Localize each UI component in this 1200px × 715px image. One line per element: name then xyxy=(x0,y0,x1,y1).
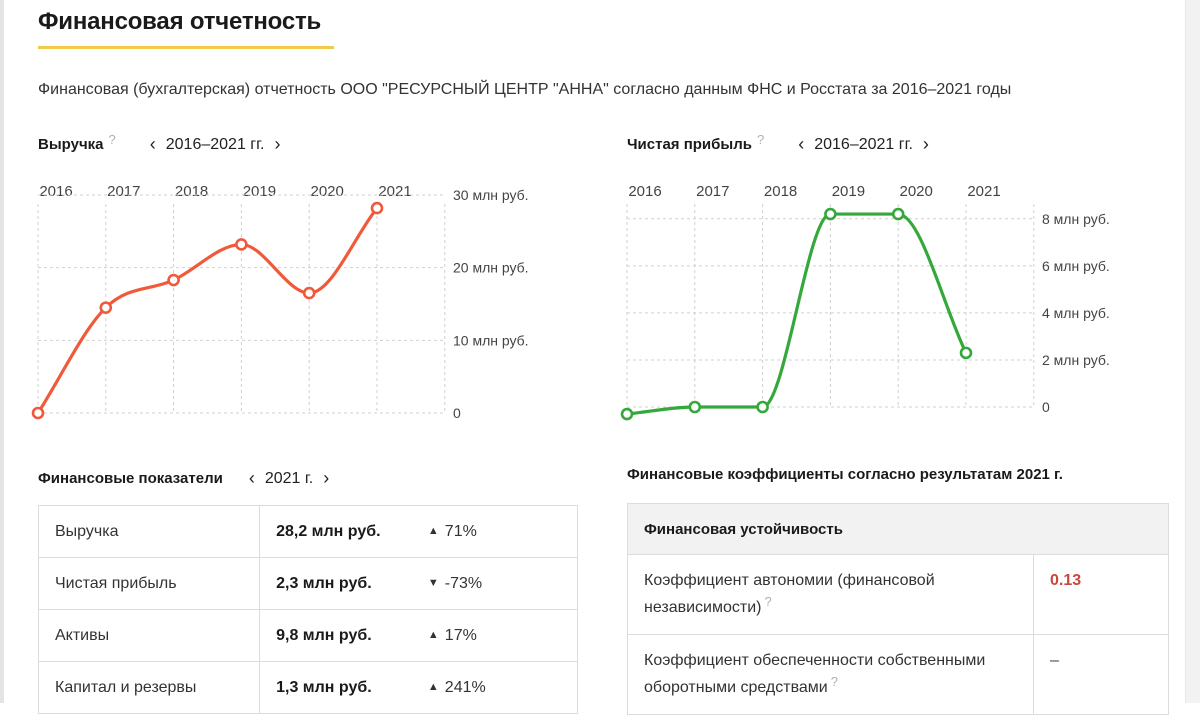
revenue-chart-header: Выручка ? ‹ 2016–2021 гг. › xyxy=(38,132,291,155)
indicators-period-label: 2021 г. xyxy=(264,469,314,487)
revenue-period-label: 2016–2021 гг. xyxy=(165,135,265,153)
indicator-value: 2,3 млн руб. xyxy=(259,557,412,610)
triangle-up-icon: ▲ xyxy=(427,524,439,537)
indicator-row: Чистая прибыль 2,3 млн руб. ▼ -73% xyxy=(37,557,578,610)
indicator-change: ▲ 17% xyxy=(411,609,578,662)
revenue-x-tick-label: 2017 xyxy=(107,183,140,200)
indicators-title: Финансовые показатели xyxy=(38,470,223,487)
indicators-period-switcher: ‹ 2021 г. › xyxy=(249,468,339,489)
revenue-data-point[interactable] xyxy=(31,406,45,420)
profit-chart-title: Чистая прибыль xyxy=(627,136,752,153)
revenue-y-tick-label: 20 млн руб. xyxy=(453,260,529,276)
indicator-value: 1,3 млн руб. xyxy=(259,661,412,714)
indicator-change-value: 17% xyxy=(444,626,477,644)
indicator-row: Выручка 28,2 млн руб. ▲ 71% xyxy=(37,505,578,558)
chevron-left-icon[interactable]: ‹ xyxy=(149,134,156,154)
indicator-name: Выручка xyxy=(37,505,261,558)
coefficient-name: Коэффициент обеспеченности собственными … xyxy=(628,635,1034,714)
coefficient-name: Коэффициент автономии (финансовой незави… xyxy=(628,555,1034,634)
help-icon[interactable]: ? xyxy=(764,594,772,609)
indicators-header: Финансовые показатели ‹ 2021 г. › xyxy=(38,468,339,489)
coefficient-row: Коэффициент обеспеченности собственными … xyxy=(628,635,1168,714)
revenue-data-point[interactable] xyxy=(235,238,248,251)
indicator-change-value: 241% xyxy=(444,678,486,696)
revenue-data-point[interactable] xyxy=(302,286,316,300)
coefficient-value: 0.13 xyxy=(1050,572,1082,589)
indicator-name: Активы xyxy=(37,609,261,662)
coefficients-title: Финансовые коэффициенты согласно результ… xyxy=(627,466,1063,483)
scrollbar-track[interactable] xyxy=(1185,0,1200,703)
help-icon[interactable]: ? xyxy=(756,132,765,147)
revenue-x-tick-label: 2018 xyxy=(175,183,208,200)
indicator-value: 28,2 млн руб. xyxy=(259,505,412,558)
profit-period-switcher: ‹ 2016–2021 гг. › xyxy=(798,134,939,155)
left-frame-border xyxy=(0,0,4,703)
coefficient-name-text: Коэффициент обеспеченности собственными … xyxy=(644,652,986,696)
revenue-period-switcher: ‹ 2016–2021 гг. › xyxy=(150,134,291,155)
indicator-row: Капитал и резервы 1,3 млн руб. ▲ 241% xyxy=(37,661,578,714)
revenue-y-tick-label: 30 млн руб. xyxy=(453,187,529,203)
indicator-value: 9,8 млн руб. xyxy=(259,609,412,662)
indicators-table: Выручка 28,2 млн руб. ▲ 71% Чистая прибыль 2,… xyxy=(37,505,578,714)
indicator-name: Чистая прибыль xyxy=(37,557,261,610)
revenue-data-point[interactable] xyxy=(99,301,113,314)
triangle-down-icon: ▼ xyxy=(427,576,439,589)
triangle-up-icon: ▲ xyxy=(427,680,439,693)
revenue-x-tick-label: 2019 xyxy=(243,183,276,200)
revenue-x-tick-label: 2016 xyxy=(39,183,72,200)
revenue-data-point[interactable] xyxy=(167,273,180,287)
revenue-data-point[interactable] xyxy=(370,201,384,215)
revenue-chart-title: Выручка xyxy=(38,136,104,153)
help-icon[interactable]: ? xyxy=(830,674,838,689)
indicator-change-value: 71% xyxy=(444,522,477,540)
revenue-y-tick-label: 10 млн руб. xyxy=(453,332,529,348)
revenue-series-line xyxy=(36,206,379,415)
profit-period-label: 2016–2021 гг. xyxy=(814,135,913,153)
chevron-left-icon[interactable]: ‹ xyxy=(798,134,805,154)
page-title: Финансовая отчетность xyxy=(38,8,322,35)
chevron-right-icon[interactable]: › xyxy=(274,134,281,154)
revenue-y-tick-label: 0 xyxy=(453,405,461,421)
indicator-change: ▲ 241% xyxy=(411,661,578,714)
chevron-right-icon[interactable]: › xyxy=(922,134,929,154)
title-underline xyxy=(38,46,334,49)
triangle-up-icon: ▲ xyxy=(427,628,439,641)
revenue-x-tick-label: 2021 xyxy=(378,183,411,200)
indicator-row: Активы 9,8 млн руб. ▲ 17% xyxy=(37,609,578,662)
coefficients-table: Финансовая устойчивость Коэффициент авто… xyxy=(627,503,1169,715)
coefficient-value: – xyxy=(1050,652,1059,669)
page-subtitle: Финансовая (бухгалтерская) отчетность ОО… xyxy=(38,81,1012,98)
coefficients-section-header: Финансовая устойчивость xyxy=(628,504,1168,555)
chevron-left-icon[interactable]: ‹ xyxy=(248,468,255,488)
revenue-x-tick-label: 2020 xyxy=(311,183,344,200)
help-icon[interactable]: ? xyxy=(108,132,116,147)
indicator-name: Капитал и резервы xyxy=(37,661,261,714)
indicator-change-value: -73% xyxy=(444,574,483,592)
coefficient-row: Коэффициент автономии (финансовой незави… xyxy=(628,555,1168,635)
indicator-change: ▼ -73% xyxy=(411,557,578,610)
indicator-change: ▲ 71% xyxy=(411,505,578,558)
coefficient-name-text: Коэффициент автономии (финансовой незави… xyxy=(644,572,935,616)
chevron-right-icon[interactable]: › xyxy=(323,468,330,488)
profit-chart-header: Чистая прибыль ? ‹ 2016–2021 гг. › xyxy=(627,132,939,155)
